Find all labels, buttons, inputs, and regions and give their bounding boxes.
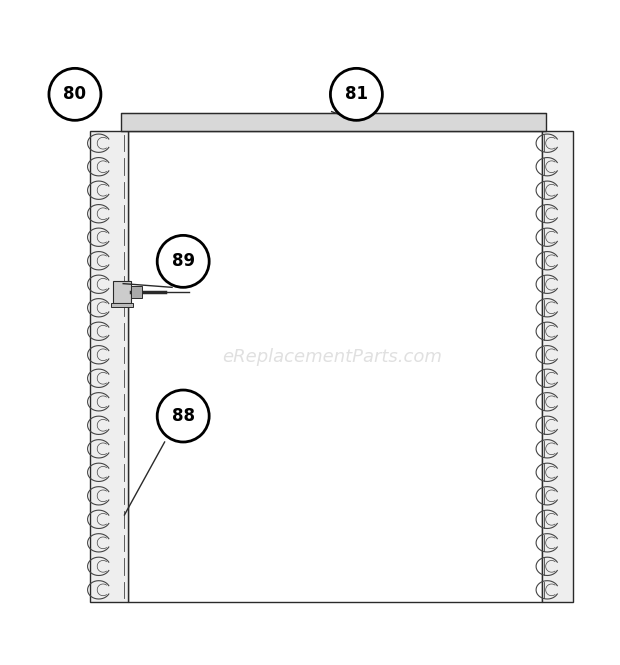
- Text: 88: 88: [172, 407, 195, 425]
- Circle shape: [157, 390, 209, 442]
- Circle shape: [157, 235, 209, 287]
- Polygon shape: [542, 132, 573, 602]
- Polygon shape: [128, 132, 542, 602]
- Polygon shape: [131, 286, 142, 299]
- Circle shape: [49, 68, 101, 120]
- Text: eReplacementParts.com: eReplacementParts.com: [222, 348, 441, 366]
- Circle shape: [330, 68, 383, 120]
- Text: 89: 89: [172, 252, 195, 271]
- Polygon shape: [91, 132, 128, 602]
- Polygon shape: [111, 303, 133, 307]
- Polygon shape: [113, 281, 131, 303]
- Text: 80: 80: [63, 85, 86, 103]
- Polygon shape: [122, 113, 546, 132]
- Text: 81: 81: [345, 85, 368, 103]
